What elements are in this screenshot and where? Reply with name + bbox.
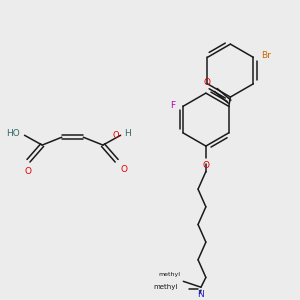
Text: O: O: [112, 131, 119, 140]
Text: O: O: [25, 167, 32, 176]
Text: O: O: [204, 78, 211, 87]
Text: O: O: [121, 165, 128, 174]
Text: Br: Br: [261, 51, 271, 60]
Text: H: H: [124, 129, 131, 138]
Text: methyl: methyl: [153, 284, 177, 290]
Text: methyl: methyl: [158, 272, 180, 278]
Text: HO: HO: [6, 129, 20, 138]
Text: F: F: [170, 101, 175, 110]
Text: N: N: [198, 290, 204, 299]
Text: O: O: [202, 161, 209, 170]
